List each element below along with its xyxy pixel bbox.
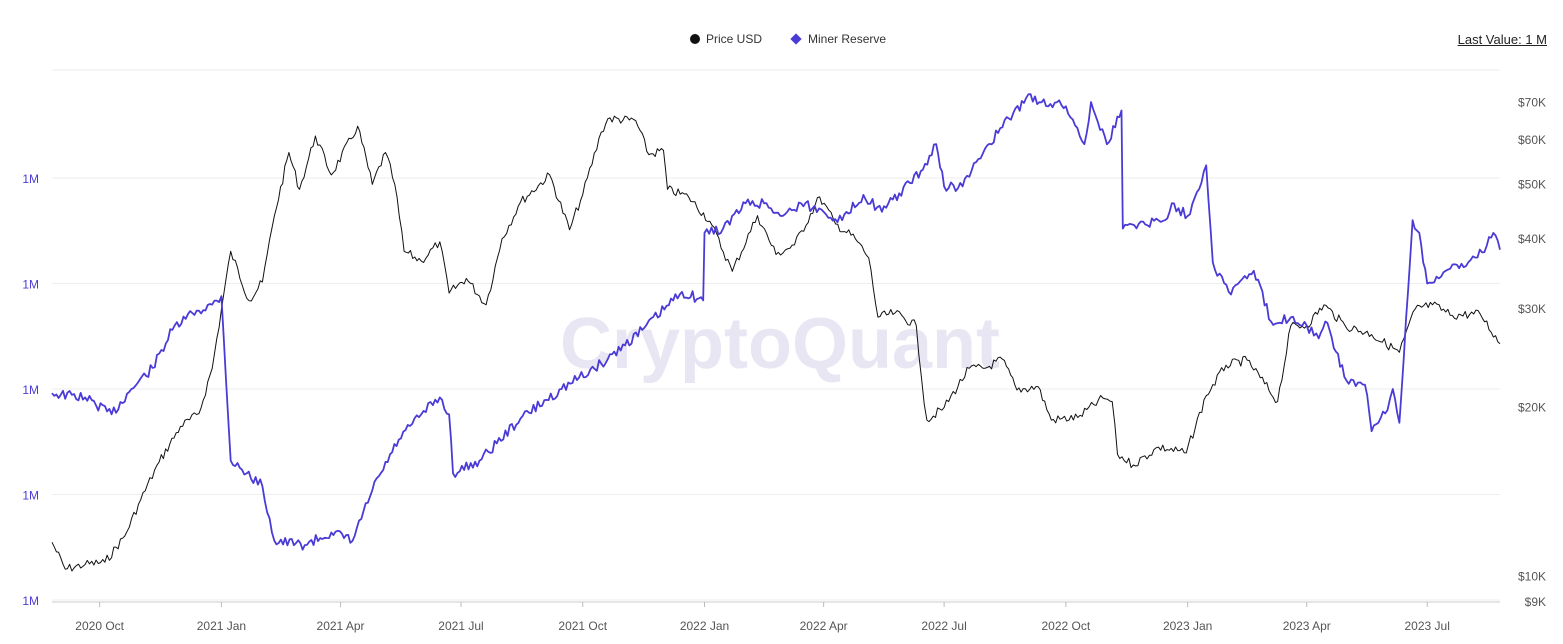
right-axis-tick-label: $20K: [1518, 401, 1546, 415]
left-axis-tick-label: 1M: [22, 594, 39, 608]
right-axis-tick-label: $30K: [1518, 302, 1546, 316]
x-axis-tick-label: 2023 Jul: [1405, 619, 1450, 633]
left-axis-tick-label: 1M: [22, 489, 39, 503]
legend: Price USD Miner Reserve: [690, 32, 886, 46]
x-axis-tick-label: 2021 Oct: [558, 619, 607, 633]
x-axis: 2020 Oct 2021 Jan 2021 Apr 2021 Jul 2021 Oct…: [52, 601, 1500, 633]
right-axis-tick-label: $9K: [1525, 595, 1546, 609]
x-axis-tick-label: 2022 Jan: [680, 619, 729, 633]
series-layer: [51, 93, 1501, 572]
x-axis-tick-label: 2022 Jul: [921, 619, 966, 633]
last-value-link[interactable]: Last Value: 1 M: [1457, 32, 1547, 47]
left-axis-tick-label: 1M: [22, 172, 39, 186]
x-axis-tick-label: 2022 Apr: [800, 619, 848, 633]
miner-reserve-line: [51, 93, 1501, 551]
x-axis-tick-label: 2020 Oct: [75, 619, 124, 633]
grid-lines: [52, 69, 1500, 601]
right-axis-tick-label: $60K: [1518, 133, 1546, 147]
left-axis-tick-label: 1M: [22, 278, 39, 292]
price-legend-dot-icon: [690, 34, 700, 44]
x-axis-tick-label: 2023 Apr: [1283, 619, 1331, 633]
right-axis-tick-label: $70K: [1518, 96, 1546, 110]
watermark: CryptoQuant: [560, 304, 1000, 384]
legend-item-price[interactable]: Price USD: [690, 32, 762, 46]
left-axis: 1M 1M 1M 1M 1M: [22, 172, 39, 608]
right-axis-tick-label: $40K: [1518, 232, 1546, 246]
reserve-legend-diamond-icon: [790, 33, 802, 45]
left-axis-tick-label: 1M: [22, 383, 39, 397]
x-axis-tick-label: 2021 Apr: [317, 619, 365, 633]
legend-reserve-label: Miner Reserve: [808, 32, 887, 46]
legend-item-reserve[interactable]: Miner Reserve: [790, 32, 887, 46]
right-axis-tick-label: $50K: [1518, 177, 1546, 191]
x-axis-tick-label: 2022 Oct: [1042, 619, 1091, 633]
right-axis: $70K $60K $50K $40K $30K $20K $10K $9K: [1518, 96, 1546, 609]
x-axis-tick-label: 2021 Jul: [438, 619, 483, 633]
legend-price-label: Price USD: [706, 32, 763, 46]
x-axis-tick-label: 2023 Jan: [1163, 619, 1212, 633]
right-axis-tick-label: $10K: [1518, 569, 1546, 583]
x-axis-tick-label: 2021 Jan: [197, 619, 246, 633]
price-usd-line: [51, 115, 1501, 572]
